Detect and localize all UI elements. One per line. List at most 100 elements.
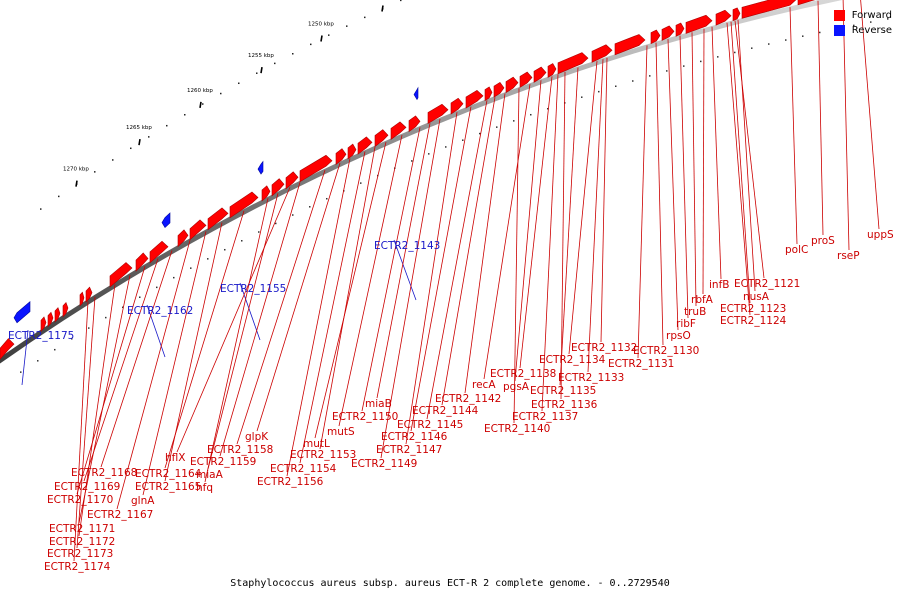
leader-line xyxy=(860,0,880,230)
inner-dot xyxy=(513,120,515,122)
forward-gene-label: ECTR2_1149 xyxy=(351,458,417,470)
forward-gene-label: ECTR2_1145 xyxy=(397,419,463,431)
forward-gene-label: ECTR2_1146 xyxy=(381,431,448,443)
forward-gene-label: ECTR2_1158 xyxy=(207,444,273,456)
scale-dot xyxy=(238,82,240,85)
forward-gene xyxy=(347,143,357,160)
leader-line xyxy=(73,301,89,562)
forward-gene xyxy=(533,66,547,83)
scale-dot xyxy=(112,159,114,161)
forward-gene-label: ECTR2_1123 xyxy=(720,303,786,315)
inner-dot xyxy=(139,296,141,298)
forward-gene xyxy=(207,207,229,231)
genome-caption: Staphylococcus aureus subsp. aureus ECT-… xyxy=(230,578,670,589)
forward-gene xyxy=(285,171,299,190)
inner-dot xyxy=(105,316,107,319)
inner-dot xyxy=(428,153,430,155)
inner-dot xyxy=(581,96,583,98)
leader-line xyxy=(655,42,664,346)
forward-gene-label: ECTR2_1124 xyxy=(720,315,787,327)
inner-dot xyxy=(411,160,413,162)
scale-tick xyxy=(260,67,263,74)
forward-gene-label: rpsO xyxy=(666,330,691,342)
strand-legend: Forward Reverse xyxy=(833,8,892,38)
forward-gene-label: ECTR2_1168 xyxy=(71,467,137,479)
leader-line xyxy=(789,7,798,245)
inner-dot xyxy=(275,222,277,225)
forward-gene xyxy=(374,129,389,148)
leader-line xyxy=(219,182,301,457)
leader-line xyxy=(286,158,351,477)
leader-line xyxy=(637,45,648,359)
forward-gene-label: ECTR2_1173 xyxy=(47,548,113,560)
forward-gene-label: ECTR2_1172 xyxy=(49,536,115,548)
inner-dot xyxy=(887,18,889,20)
forward-gene xyxy=(79,291,85,307)
leader-line xyxy=(711,26,722,280)
forward-gene xyxy=(505,76,519,94)
scale-dot xyxy=(130,147,132,150)
leader-line xyxy=(726,22,751,316)
leader-line xyxy=(319,146,376,450)
forward-gene-label: polC xyxy=(785,244,808,256)
forward-gene-label: ECTR2_1150 xyxy=(332,411,398,423)
leader-line xyxy=(842,0,850,251)
inner-dot xyxy=(666,70,668,72)
leader-line xyxy=(100,250,173,468)
forward-gene-label: ECTR2_1170 xyxy=(47,494,113,506)
reverse-gene xyxy=(13,301,31,324)
inner-dot xyxy=(258,231,260,233)
leader-line xyxy=(142,231,207,496)
leader-line xyxy=(410,106,472,432)
forward-gene-label: ECTR2_1156 xyxy=(257,476,324,488)
forward-gene xyxy=(493,81,505,98)
forward-gene xyxy=(62,301,69,318)
scale-dot xyxy=(220,92,222,95)
scale-tick xyxy=(199,101,202,108)
reverse-gene-label: ECTR2_1175 xyxy=(8,330,74,342)
forward-gene xyxy=(547,63,557,78)
genome-backbone xyxy=(0,0,843,364)
leader-line xyxy=(514,80,542,382)
scale-dot xyxy=(40,208,42,210)
inner-dot xyxy=(870,21,872,23)
inner-dot xyxy=(445,146,447,148)
forward-gene-label: hflX xyxy=(165,452,185,464)
forward-gene xyxy=(732,7,741,22)
forward-gene-label: ECTR2_1134 xyxy=(539,354,606,366)
forward-gene xyxy=(465,89,484,109)
reverse-gene xyxy=(413,86,419,101)
leader-line xyxy=(691,32,697,307)
forward-gene xyxy=(40,316,47,333)
forward-gene xyxy=(450,97,464,115)
inner-dot xyxy=(88,327,90,329)
forward-gene xyxy=(650,29,661,45)
inner-dot xyxy=(326,197,328,200)
inner-tick-ring xyxy=(20,18,889,373)
leader-line xyxy=(541,74,559,412)
forward-gene-label: hfq xyxy=(196,482,213,494)
forward-gene-label: ECTR2_1130 xyxy=(633,345,699,357)
leader-line xyxy=(164,222,223,482)
legend-reverse: Reverse xyxy=(833,23,892,38)
forward-gene xyxy=(357,136,373,155)
scale-tick-label: 1260 kbp xyxy=(187,88,213,94)
scale-dot xyxy=(274,62,276,65)
forward-gene xyxy=(261,185,271,202)
label-leader-lines xyxy=(21,0,880,562)
forward-gene xyxy=(390,121,407,140)
scale-dot xyxy=(328,34,330,36)
leader-line xyxy=(483,84,531,380)
forward-gene xyxy=(797,0,816,6)
inner-dot xyxy=(768,43,770,45)
leader-line xyxy=(667,39,679,331)
reverse-gene-label: ECTR2_1155 xyxy=(220,283,286,295)
leader-line xyxy=(393,239,417,301)
reverse-gene-label: ECTR2_1143 xyxy=(374,240,440,252)
leader-line xyxy=(116,240,191,510)
forward-gene-label: mutL xyxy=(303,438,330,450)
scale-tick xyxy=(320,35,323,42)
leader-line xyxy=(513,88,520,424)
inner-dot xyxy=(530,113,532,116)
leader-line xyxy=(338,135,403,427)
